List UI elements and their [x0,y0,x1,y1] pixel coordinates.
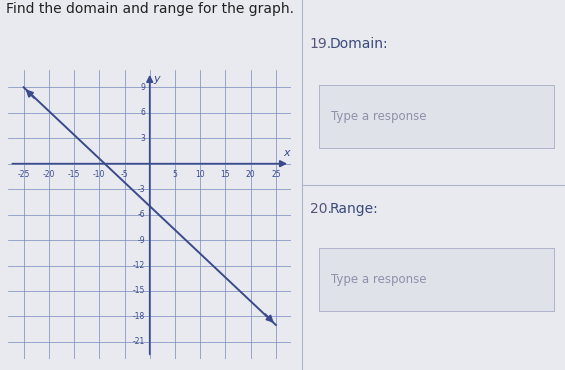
Text: -10: -10 [93,171,106,179]
Text: x: x [284,148,290,158]
Text: -3: -3 [137,185,145,194]
Text: Domain:: Domain: [329,37,388,51]
Text: Find the domain and range for the graph.: Find the domain and range for the graph. [6,2,294,16]
Text: -25: -25 [18,171,30,179]
Text: 9: 9 [140,83,145,92]
Text: 20: 20 [246,171,255,179]
Text: 15: 15 [220,171,230,179]
Text: -15: -15 [68,171,80,179]
Text: -12: -12 [133,261,145,270]
Text: 6: 6 [140,108,145,117]
Text: -9: -9 [137,236,145,245]
Text: -5: -5 [121,171,128,179]
Text: Type a response: Type a response [331,273,427,286]
Text: 19.: 19. [310,37,332,51]
Text: -20: -20 [42,171,55,179]
Text: -6: -6 [137,210,145,219]
Text: 20.: 20. [310,202,332,216]
Text: 25: 25 [271,171,281,179]
Text: 3: 3 [140,134,145,143]
Text: 10: 10 [195,171,205,179]
Text: Range:: Range: [329,202,378,216]
Text: y: y [153,74,160,84]
Text: Type a response: Type a response [331,110,427,123]
Text: -15: -15 [133,286,145,296]
Text: -18: -18 [133,312,145,321]
Text: -21: -21 [133,337,145,346]
Text: 5: 5 [172,171,177,179]
